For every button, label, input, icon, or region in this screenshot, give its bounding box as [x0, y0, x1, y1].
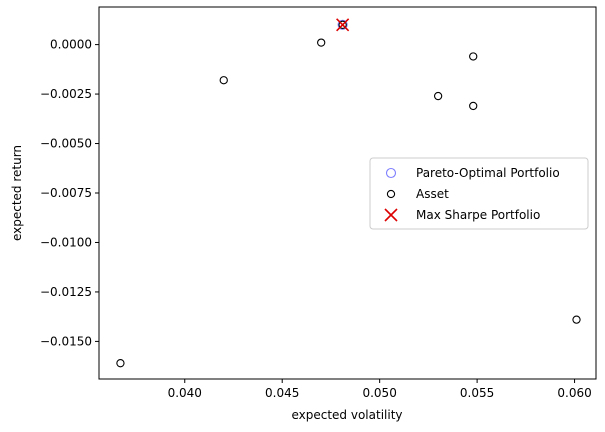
legend-label: Pareto-Optimal Portfolio — [416, 166, 560, 180]
asset-point — [338, 20, 347, 29]
x-axis-label: expected volatility — [291, 408, 402, 422]
asset-point — [469, 101, 478, 111]
x-tick-label: 0.040 — [168, 386, 202, 400]
asset-point — [317, 38, 326, 47]
y-tick-label: −0.0075 — [40, 186, 92, 200]
y-tick-label: −0.0100 — [40, 235, 92, 249]
legend-label: Asset — [416, 187, 449, 201]
asset-point — [219, 76, 228, 85]
legend: Pareto-Optimal Portfolio Asset Max Sharpe … — [369, 157, 589, 230]
y-tick-label: −0.0025 — [40, 87, 92, 101]
asset-point — [116, 359, 125, 368]
asset-point — [469, 52, 478, 61]
pareto-point — [337, 19, 348, 30]
x-tick-label: 0.050 — [362, 386, 396, 400]
legend-marker-pareto — [385, 167, 397, 179]
legend-marker-max-sharpe — [384, 208, 398, 222]
y-tick-label: −0.0050 — [40, 137, 92, 151]
y-tick-label: −0.0125 — [40, 285, 92, 299]
y-tick-label: −0.0150 — [40, 334, 92, 348]
legend-box — [369, 157, 589, 230]
max-sharpe-point — [336, 18, 350, 32]
y-tick-label: 0.0000 — [50, 38, 92, 52]
x-tick-label: 0.060 — [557, 386, 591, 400]
y-axis-label: expected return — [10, 145, 24, 241]
legend-marker-asset — [386, 189, 396, 199]
legend-label: Max Sharpe Portfolio — [416, 208, 540, 222]
x-tick-label: 0.045 — [265, 386, 299, 400]
asset-point — [572, 315, 581, 324]
asset-point — [433, 91, 443, 101]
x-tick-label: 0.055 — [460, 386, 494, 400]
